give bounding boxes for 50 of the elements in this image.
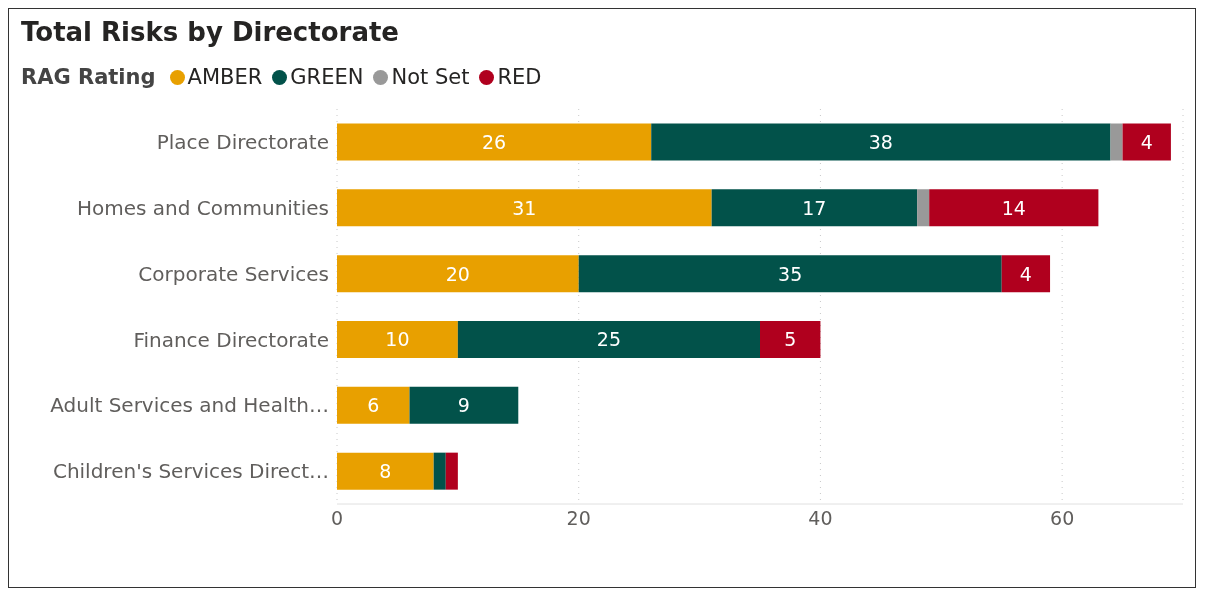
data-label: 35 — [778, 262, 803, 285]
y-tick-label: Place Directorate — [156, 130, 329, 155]
data-label: 25 — [596, 328, 622, 351]
data-label: 17 — [802, 196, 827, 219]
legend-label: GREEN — [289, 65, 364, 89]
legend-label: AMBER — [186, 65, 263, 89]
chart-title: Total Risks by Directorate — [21, 17, 400, 47]
bar — [711, 189, 918, 227]
bar — [433, 452, 446, 490]
data-label: 9 — [457, 394, 470, 417]
legend-label: Not Set — [390, 65, 470, 89]
data-label: 4 — [1140, 130, 1153, 153]
bar — [651, 123, 1111, 161]
bar — [929, 189, 1099, 227]
bar — [337, 386, 410, 424]
data-label: 31 — [512, 196, 537, 219]
bar — [1110, 123, 1123, 161]
bar — [578, 255, 1002, 293]
data-label: 38 — [868, 130, 893, 153]
bar — [1122, 123, 1171, 161]
y-tick-label: Corporate Services — [138, 261, 329, 286]
bar — [1001, 255, 1051, 293]
data-label: 4 — [1019, 262, 1032, 285]
data-label: 5 — [784, 328, 797, 351]
bar — [337, 452, 434, 490]
data-label: 20 — [445, 262, 470, 285]
y-tick-label: Homes and Communities — [76, 195, 329, 220]
bar — [337, 320, 458, 358]
x-tick-label: 60 — [1050, 507, 1075, 530]
bar — [445, 452, 458, 490]
x-tick-label: 40 — [808, 507, 833, 530]
bar — [409, 386, 519, 424]
x-tick-label: 0 — [330, 507, 344, 530]
bar — [337, 123, 652, 161]
bar — [457, 320, 760, 358]
data-label: 6 — [367, 394, 380, 417]
data-label: 14 — [1001, 196, 1026, 219]
legend-title: RAG Rating — [21, 65, 156, 89]
y-tick-label: Adult Services and Health… — [50, 393, 329, 418]
y-tick-label: Finance Directorate — [133, 327, 329, 352]
y-tick-label: Children's Services Direct… — [52, 459, 329, 484]
x-tick-label: 20 — [566, 507, 591, 530]
data-label: 10 — [385, 328, 410, 351]
data-label: 8 — [379, 460, 392, 483]
bar — [337, 189, 712, 227]
bar — [917, 189, 930, 227]
bar — [337, 255, 579, 293]
legend-label: RED — [496, 65, 542, 89]
bar — [760, 320, 821, 358]
data-label: 26 — [482, 130, 507, 153]
